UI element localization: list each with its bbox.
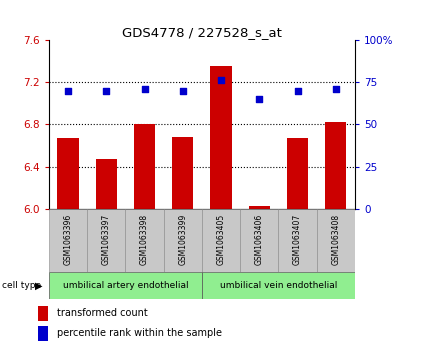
Bar	[325, 122, 346, 209]
Title: GDS4778 / 227528_s_at: GDS4778 / 227528_s_at	[122, 26, 282, 39]
Bar	[164, 209, 202, 272]
Text: GSM1063399: GSM1063399	[178, 213, 187, 265]
Text: GSM1063406: GSM1063406	[255, 213, 264, 265]
Point	[294, 87, 301, 93]
Point	[256, 96, 263, 102]
Bar	[87, 209, 125, 272]
Text: GSM1063408: GSM1063408	[331, 214, 340, 265]
Bar	[287, 138, 308, 209]
Point	[103, 87, 110, 93]
Text: percentile rank within the sample: percentile rank within the sample	[57, 329, 222, 338]
Text: cell type: cell type	[2, 281, 41, 290]
Text: umbilical artery endothelial: umbilical artery endothelial	[62, 281, 188, 290]
Text: GSM1063398: GSM1063398	[140, 214, 149, 265]
Bar	[96, 159, 117, 209]
Point	[179, 87, 186, 93]
Bar	[134, 125, 155, 209]
Bar	[49, 209, 87, 272]
Bar	[125, 209, 164, 272]
Bar	[202, 209, 240, 272]
Bar	[210, 66, 232, 209]
Point	[218, 78, 224, 83]
Text: umbilical vein endothelial: umbilical vein endothelial	[220, 281, 337, 290]
Bar	[172, 137, 193, 209]
Bar	[249, 205, 270, 209]
Point	[141, 86, 148, 92]
Text: transformed count: transformed count	[57, 309, 148, 318]
Bar	[317, 209, 355, 272]
Text: GSM1063405: GSM1063405	[216, 213, 226, 265]
Bar	[37, 326, 48, 341]
Bar	[49, 272, 202, 299]
Bar	[37, 306, 48, 321]
Bar	[278, 209, 317, 272]
Bar	[202, 272, 355, 299]
Text: GSM1063397: GSM1063397	[102, 213, 111, 265]
Text: GSM1063396: GSM1063396	[63, 213, 73, 265]
Point	[332, 86, 339, 92]
Point	[65, 87, 71, 93]
Text: GSM1063407: GSM1063407	[293, 213, 302, 265]
Bar	[240, 209, 278, 272]
Text: ▶: ▶	[35, 281, 43, 291]
Bar	[57, 138, 79, 209]
